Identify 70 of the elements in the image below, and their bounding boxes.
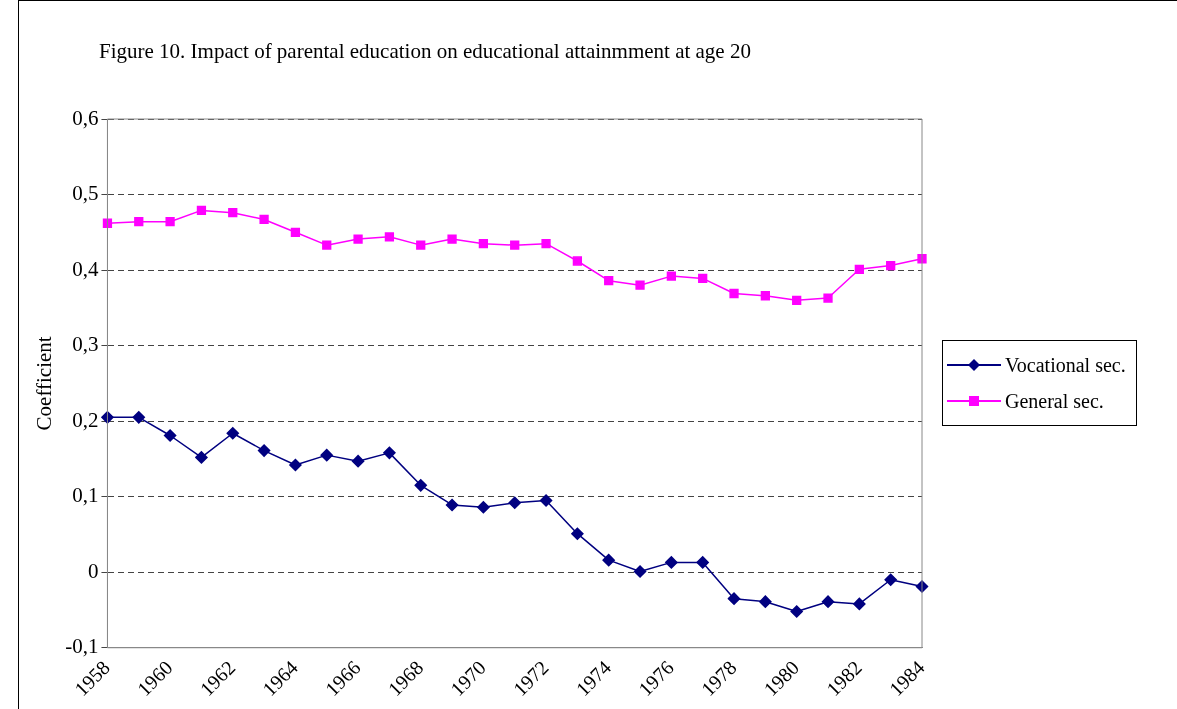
point [854, 264, 864, 274]
point [572, 256, 583, 266]
y-tick-label: 0,3 [72, 332, 99, 357]
point [132, 411, 146, 424]
point [228, 208, 238, 218]
point [447, 234, 457, 244]
point [477, 501, 490, 514]
y-tick-label: 0,4 [72, 256, 99, 281]
y-tick-label: 0,2 [72, 407, 99, 432]
point [886, 260, 896, 271]
point [290, 227, 301, 237]
y-axis-title: Coefficient [32, 336, 57, 431]
point [351, 454, 365, 468]
x-tick-label: 1962 [195, 656, 240, 701]
point [478, 238, 489, 249]
point [853, 597, 866, 611]
point [823, 293, 833, 303]
point [320, 448, 333, 462]
point [571, 527, 584, 540]
point [508, 496, 521, 509]
point [604, 276, 614, 286]
point [416, 240, 426, 250]
point [226, 426, 240, 440]
point [792, 295, 802, 305]
point [257, 444, 271, 457]
point [541, 238, 551, 249]
point [383, 446, 396, 460]
point [134, 217, 144, 227]
point [259, 214, 269, 225]
y-tick-label: 0 [87, 558, 99, 583]
point [821, 595, 835, 608]
point [353, 234, 363, 244]
point [759, 595, 772, 608]
point [163, 429, 177, 442]
point [666, 271, 677, 281]
chart-title: Figure 10. Impact of parental education on educational attainmment at age 20 [99, 39, 751, 64]
x-tick-label: 1982 [822, 656, 866, 701]
point [101, 411, 114, 424]
x-tick-label: 1970 [446, 656, 490, 701]
legend-label: General sec. [1005, 389, 1104, 413]
point [790, 605, 803, 618]
point [602, 553, 615, 567]
point [760, 291, 770, 301]
y-tick-label: -0,1 [65, 634, 99, 659]
x-tick-label: 1958 [70, 656, 114, 701]
point [445, 498, 459, 512]
point [510, 240, 520, 250]
point [696, 556, 709, 569]
point [322, 240, 332, 250]
x-tick-label: 1972 [508, 656, 553, 701]
point [633, 565, 647, 578]
point [727, 592, 741, 605]
y-tick-label: 0,1 [72, 483, 99, 508]
point [884, 573, 897, 587]
x-tick-label: 1980 [759, 656, 804, 701]
y-tick-label: 0,6 [72, 105, 99, 130]
point [698, 273, 708, 284]
point [165, 217, 175, 227]
point [414, 479, 427, 492]
point [195, 451, 208, 464]
point [635, 280, 645, 290]
x-tick-label: 1960 [132, 656, 177, 701]
point [384, 232, 395, 242]
y-tick-label: 0,5 [72, 181, 99, 206]
point [729, 288, 739, 299]
point [539, 494, 553, 507]
point [289, 458, 302, 472]
point [665, 556, 678, 569]
point [196, 205, 207, 216]
legend-label: Vocational sec. [1005, 353, 1126, 377]
